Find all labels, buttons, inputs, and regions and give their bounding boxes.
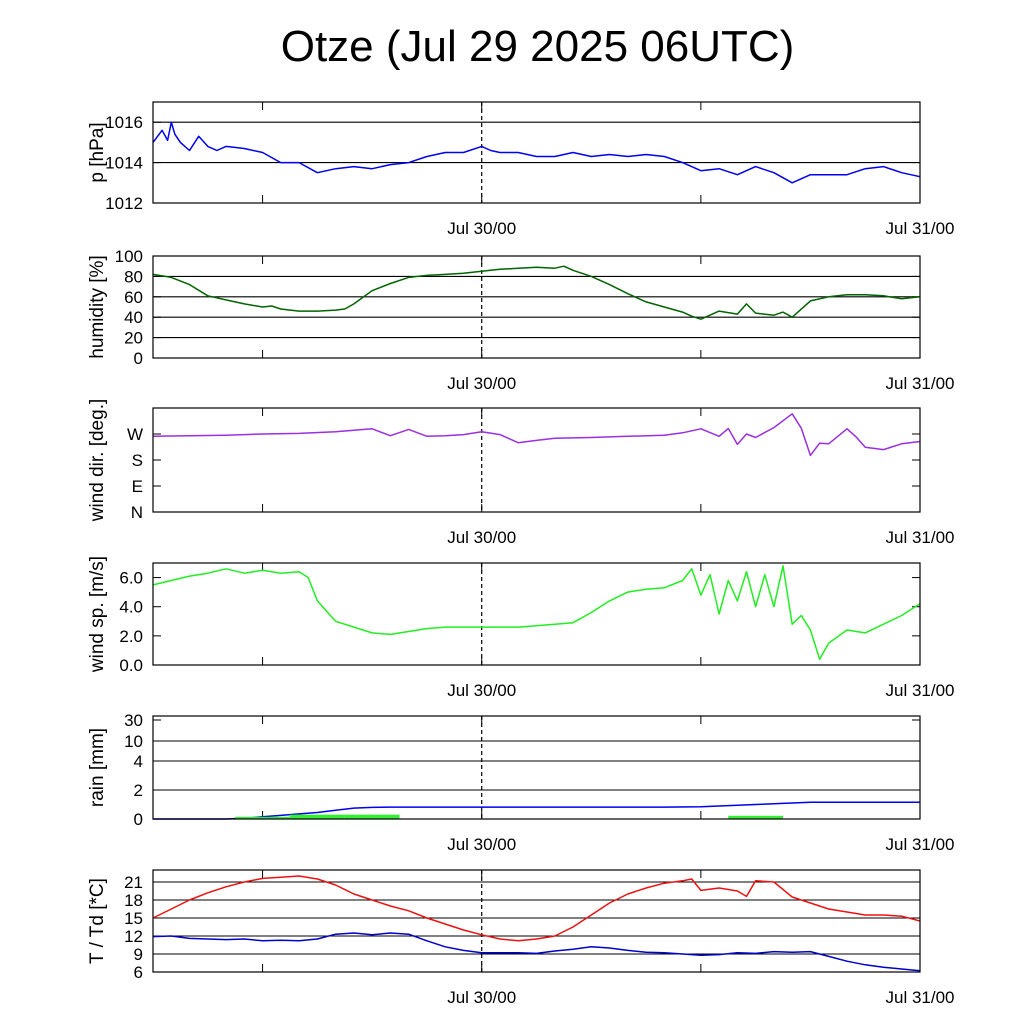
x-tick-label: Jul 31/00: [886, 528, 955, 547]
panel-4: 0 2 410 30 Jul 30/00 Jul 31/00 rain [mm]: [87, 711, 955, 854]
y-tick-label: 4.0: [119, 598, 143, 617]
x-tick-label: Jul 30/00: [447, 219, 516, 238]
series-line: [152, 875, 921, 942]
x-tick-label: Jul 31/00: [886, 374, 955, 393]
y-tick-label: 15: [124, 909, 143, 928]
x-tick-label: Jul 30/00: [447, 374, 516, 393]
y-tick-label: 1014: [105, 154, 143, 173]
series-line: [153, 801, 920, 820]
plot-frame: [152, 562, 921, 666]
y-axis-label: wind dir. [deg.]: [87, 399, 108, 523]
x-tick-label: Jul 31/00: [886, 681, 955, 700]
rain-bar: [235, 816, 290, 819]
y-tick-label: 6.0: [119, 569, 143, 588]
y-tick-label: 20: [124, 329, 143, 348]
y-tick-label: 21: [124, 873, 143, 892]
y-tick-label: W: [127, 425, 143, 444]
series-line: [152, 121, 921, 184]
y-tick-label: 4: [134, 752, 143, 771]
y-tick-label: 40: [124, 308, 143, 327]
y-axis-label: humidity [%]: [87, 255, 108, 358]
x-tick-label: Jul 30/00: [447, 681, 516, 700]
y-axis-label: wind sp. [m/s]: [87, 556, 108, 673]
plot-frame: [152, 407, 921, 513]
y-tick-label: N: [131, 503, 143, 522]
x-tick-label: Jul 30/00: [447, 528, 516, 547]
y-tick-label: 6: [134, 963, 143, 982]
series-line: [152, 413, 921, 457]
panel-0: 1012 1014 1016 Jul 30/00 Jul 31/00 p [hPa]: [87, 101, 955, 238]
x-tick-label: Jul 31/00: [886, 835, 955, 854]
y-tick-label: 0.0: [119, 656, 143, 675]
y-tick-label: 1016: [105, 113, 143, 132]
y-tick-label: 2.0: [119, 627, 143, 646]
y-tick-label: 18: [124, 891, 143, 910]
series-line: [152, 565, 921, 660]
y-tick-label: S: [132, 451, 143, 470]
rain-bar: [344, 814, 400, 819]
x-tick-label: Jul 30/00: [447, 988, 516, 1007]
y-tick-label: 2: [134, 781, 143, 800]
y-tick-label: 80: [124, 267, 143, 286]
x-tick-label: Jul 31/00: [886, 988, 955, 1007]
series-line: [152, 265, 921, 320]
x-tick-label: Jul 30/00: [447, 835, 516, 854]
plot-frame: [152, 869, 921, 973]
y-tick-label: 100: [115, 247, 143, 266]
y-tick-label: 60: [124, 288, 143, 307]
y-tick-label: 0: [134, 810, 143, 829]
plot-frame: [152, 101, 921, 204]
plot-frame: [152, 715, 921, 820]
y-tick-label: 1012: [105, 194, 143, 213]
x-tick-label: Jul 31/00: [886, 219, 955, 238]
panel-3: 0.0 2.0 4.0 6.0 Jul 30/00 Jul 31/00 wind sp. […: [87, 556, 955, 700]
y-tick-label: 30: [124, 711, 143, 730]
rain-bar: [289, 814, 345, 819]
y-axis-label: rain [mm]: [87, 728, 108, 807]
y-tick-label: E: [132, 477, 143, 496]
y-tick-label: 10: [124, 732, 143, 751]
y-axis-label: p [hPa]: [87, 122, 108, 182]
rain-bar: [728, 815, 784, 819]
y-tick-label: 0: [134, 349, 143, 368]
y-tick-label: 9: [134, 945, 143, 964]
y-tick-label: 12: [124, 927, 143, 946]
plot-frame: [152, 255, 921, 359]
series-line: [152, 932, 921, 972]
y-axis-label: T / Td [*C]: [87, 878, 108, 964]
page-title: Otze (Jul 29 2025 06UTC): [280, 22, 795, 71]
